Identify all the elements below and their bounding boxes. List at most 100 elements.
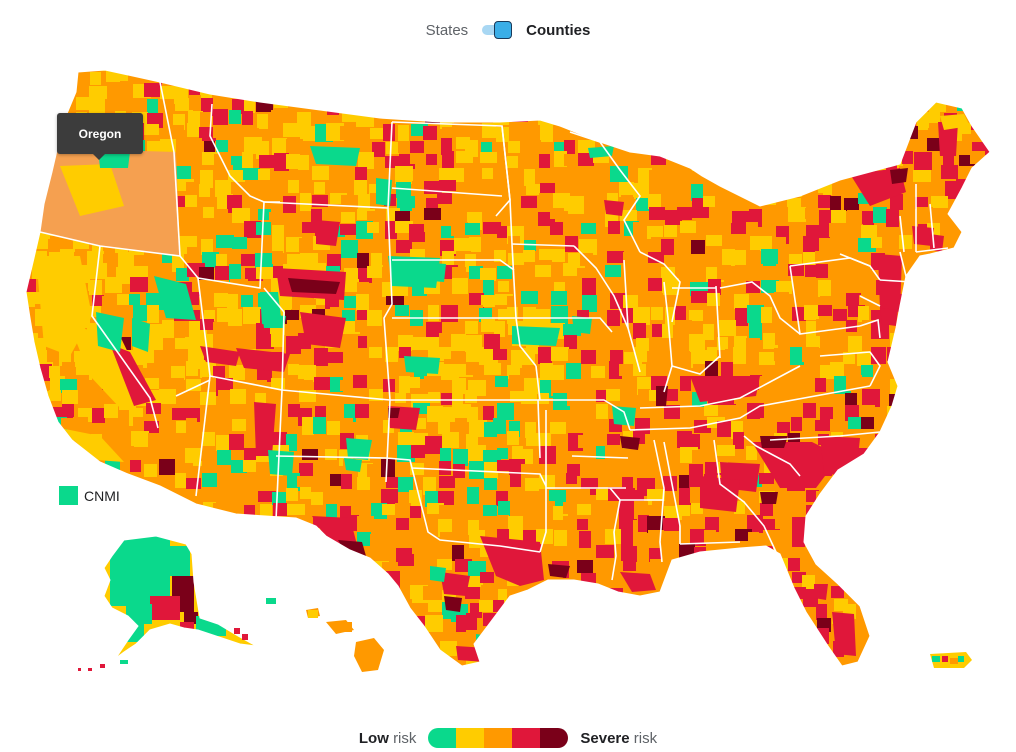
county-cell[interactable]	[899, 320, 916, 338]
county-cell[interactable]	[498, 281, 512, 292]
county-cell[interactable]	[185, 337, 201, 351]
county-cell[interactable]	[648, 96, 664, 108]
county-cell[interactable]	[874, 123, 887, 134]
county-cell[interactable]	[423, 477, 436, 495]
county-cell[interactable]	[722, 156, 737, 172]
county-cell[interactable]	[227, 571, 240, 585]
states-toggle-label[interactable]: States	[425, 21, 469, 39]
county-cell[interactable]	[945, 279, 961, 296]
county-cell[interactable]	[621, 531, 633, 548]
county-cell[interactable]	[985, 362, 1000, 380]
county-cell[interactable]	[19, 393, 36, 410]
county-cell[interactable]	[959, 123, 971, 134]
county-cell[interactable]	[902, 333, 919, 349]
county-cell[interactable]	[162, 67, 176, 79]
county-cell[interactable]	[680, 221, 696, 233]
county-cell[interactable]	[493, 86, 505, 97]
county-cell[interactable]	[776, 644, 794, 662]
county-cell[interactable]	[62, 390, 78, 404]
county-cell[interactable]	[201, 487, 217, 498]
county-cell[interactable]	[580, 404, 597, 421]
county-cell[interactable]	[917, 531, 930, 543]
county-cell[interactable]	[468, 520, 479, 535]
county-cell[interactable]	[367, 464, 380, 481]
county-cell[interactable]	[78, 645, 90, 662]
county-cell[interactable]	[927, 281, 942, 295]
county-cell[interactable]	[272, 138, 287, 155]
county-cell[interactable]	[857, 448, 874, 461]
county-cell[interactable]	[717, 265, 731, 280]
county-cell[interactable]	[524, 83, 540, 99]
county-cell[interactable]	[677, 431, 692, 448]
county-cell[interactable]	[973, 586, 984, 603]
county-cell[interactable]	[960, 253, 972, 270]
county-cell[interactable]	[679, 575, 696, 591]
county-cell[interactable]	[33, 69, 50, 86]
county-cell[interactable]	[479, 600, 494, 612]
county-cell[interactable]	[521, 196, 537, 208]
county-cell[interactable]	[341, 571, 355, 582]
puerto-rico-municipio-0[interactable]	[932, 656, 940, 662]
county-cell[interactable]	[732, 268, 745, 281]
county-cell[interactable]	[806, 490, 819, 502]
county-cell[interactable]	[190, 505, 208, 519]
county-cell[interactable]	[873, 545, 886, 563]
county-cell[interactable]	[761, 249, 778, 266]
county-cell[interactable]	[680, 376, 691, 391]
county-cell[interactable]	[983, 405, 994, 416]
county-region-42[interactable]	[760, 436, 788, 448]
county-cell[interactable]	[259, 81, 276, 96]
county-cell[interactable]	[983, 656, 1000, 670]
county-cell[interactable]	[524, 169, 535, 186]
county-cell[interactable]	[648, 252, 664, 264]
county-cell[interactable]	[131, 504, 145, 517]
county-cell[interactable]	[722, 585, 740, 601]
county-cell[interactable]	[719, 56, 730, 68]
county-cell[interactable]	[762, 657, 773, 668]
county-cell[interactable]	[314, 348, 328, 366]
county-cell[interactable]	[860, 281, 877, 299]
county-cell[interactable]	[494, 250, 506, 262]
county-cell[interactable]	[175, 98, 193, 111]
county-cell[interactable]	[563, 263, 577, 276]
county-cell[interactable]	[369, 617, 383, 635]
county-cell[interactable]	[20, 574, 32, 590]
county-cell[interactable]	[524, 240, 541, 251]
county-cell[interactable]	[581, 223, 596, 234]
county-cell[interactable]	[213, 322, 228, 333]
county-cell[interactable]	[918, 421, 936, 437]
county-cell[interactable]	[344, 404, 356, 422]
county-cell[interactable]	[284, 589, 299, 600]
county-cell[interactable]	[230, 389, 246, 404]
county-cell[interactable]	[788, 207, 806, 222]
county-cell[interactable]	[175, 338, 192, 349]
county-cell[interactable]	[493, 349, 507, 360]
county-cell[interactable]	[960, 431, 973, 445]
county-cell[interactable]	[200, 361, 216, 378]
county-cell[interactable]	[901, 463, 915, 474]
county-cell[interactable]	[985, 434, 999, 445]
county-cell[interactable]	[564, 140, 575, 157]
county-cell[interactable]	[553, 68, 571, 85]
county-cell[interactable]	[720, 170, 735, 187]
county-cell[interactable]	[830, 96, 846, 111]
county-cell[interactable]	[748, 86, 764, 100]
county-cell[interactable]	[255, 393, 266, 411]
county-cell[interactable]	[691, 240, 705, 254]
county-cell[interactable]	[480, 152, 497, 163]
county-cell[interactable]	[511, 604, 527, 616]
county-cell[interactable]	[354, 180, 367, 195]
island-region-1[interactable]	[234, 628, 240, 634]
county-cell[interactable]	[425, 615, 443, 632]
county-cell[interactable]	[971, 208, 988, 220]
county-cell[interactable]	[241, 644, 259, 660]
county-cell[interactable]	[480, 193, 495, 209]
county-cell[interactable]	[19, 420, 37, 432]
county-cell[interactable]	[398, 141, 413, 153]
county-cell[interactable]	[803, 236, 819, 253]
county-cell[interactable]	[959, 72, 970, 85]
county-cell[interactable]	[736, 671, 753, 684]
county-cell[interactable]	[734, 294, 749, 309]
county-cell[interactable]	[886, 71, 899, 84]
county-cell[interactable]	[788, 264, 804, 276]
